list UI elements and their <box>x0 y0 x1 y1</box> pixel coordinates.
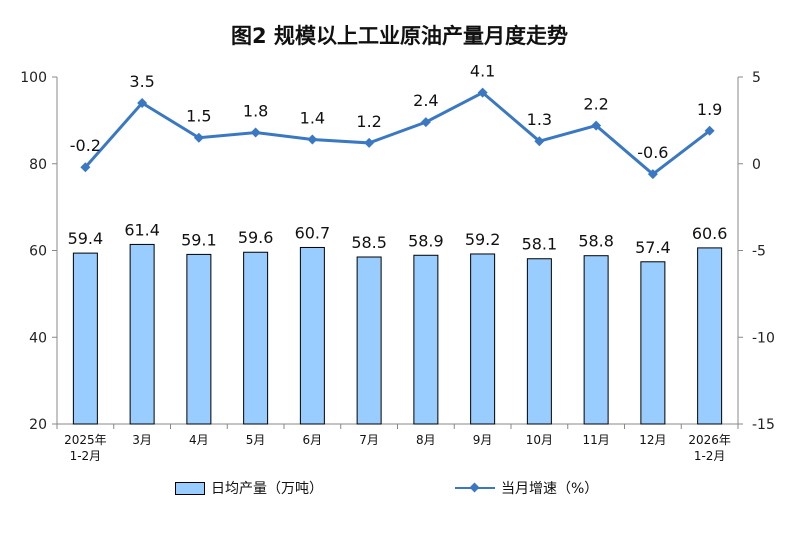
bar <box>356 256 382 425</box>
bar-value-label: 58.5 <box>351 233 387 252</box>
legend-bar-swatch <box>175 481 205 495</box>
line-value-label: 1.3 <box>527 110 552 129</box>
legend-line: 当月增速（%） <box>455 478 598 498</box>
line-path <box>84 90 711 177</box>
line-value-label: 1.9 <box>697 100 722 119</box>
line-point <box>477 87 488 98</box>
bar-value-label: 59.1 <box>181 230 217 249</box>
x-tick-label: 3月 <box>132 433 152 447</box>
bar <box>526 258 552 425</box>
x-tick-label: 11月 <box>582 433 609 447</box>
bars <box>72 243 723 425</box>
bar-value-label: 59.2 <box>465 230 501 249</box>
bar-value-label: 61.4 <box>124 220 160 239</box>
bar <box>697 247 723 425</box>
line-value-label: 2.2 <box>583 95 608 114</box>
bar <box>129 243 155 425</box>
bar <box>186 253 212 425</box>
left-tick-label: 80 <box>29 157 47 173</box>
bar-value-label: 60.6 <box>692 224 728 243</box>
legend-line-label: 当月增速（%） <box>501 481 599 497</box>
bar-labels: 59.4 61.4 59.1 59.6 60.7 58.5 58.9 59.2 58.1 58.8… <box>68 220 728 256</box>
line-point <box>534 136 545 147</box>
left-tick-label: 100 <box>20 70 47 86</box>
bar-value-label: 58.8 <box>578 232 614 251</box>
line-point <box>193 132 204 143</box>
x-tick-label: 7月 <box>359 433 379 447</box>
legend-bar-label: 日均产量（万吨） <box>211 481 323 497</box>
right-tick-label: 5 <box>752 70 761 86</box>
x-tick-label: 10月 <box>526 433 553 447</box>
bar-value-label: 58.9 <box>408 231 444 250</box>
line-point <box>80 162 91 173</box>
line-value-label: 1.4 <box>300 108 325 127</box>
x-tick-label: 9月 <box>473 433 493 447</box>
right-tick-label: -5 <box>752 244 766 260</box>
legend-line-swatch <box>455 482 495 494</box>
line-point <box>591 120 602 131</box>
bar-value-label: 58.1 <box>522 235 558 254</box>
bar <box>583 255 609 425</box>
x-tick-label: 2026年 <box>688 433 731 447</box>
line-point <box>420 117 431 128</box>
line-value-label: -0.6 <box>637 143 668 162</box>
bar-value-label: 57.4 <box>635 238 671 257</box>
left-tick-label: 60 <box>29 244 47 260</box>
right-tick-label: 0 <box>752 157 761 173</box>
bar <box>243 251 269 425</box>
x-tick-label: 5月 <box>246 433 266 447</box>
line-point <box>364 137 375 148</box>
x-tick-label: 2025年 <box>64 433 107 447</box>
x-tick-label: 4月 <box>189 433 209 447</box>
axes: 20 40 60 80 100 -15 -10 -5 0 5 <box>20 70 775 433</box>
line-labels: -0.2 3.5 1.5 1.8 1.4 1.2 2.4 4.1 1.3 2.2 -0.6 1.9 <box>70 62 723 163</box>
line-value-label: 1.2 <box>356 112 381 131</box>
bar <box>413 254 439 425</box>
chart-title: 图2 规模以上工业原油产量月度走势 <box>231 24 568 48</box>
line-point <box>137 98 148 109</box>
x-tick-label: 1-2月 <box>694 449 726 463</box>
right-tick-label: -10 <box>752 330 775 346</box>
line-value-label: 4.1 <box>470 62 495 81</box>
bar <box>72 252 98 425</box>
x-tick-label: 6月 <box>303 433 323 447</box>
line-value-label: 1.8 <box>243 102 268 121</box>
line-point <box>307 134 318 145</box>
legend-bar: 日均产量（万吨） <box>175 478 323 498</box>
x-tick-label: 8月 <box>416 433 436 447</box>
bar-value-label: 59.6 <box>238 228 274 247</box>
x-tick-label: 1-2月 <box>70 449 102 463</box>
line-value-label: 1.5 <box>186 107 211 126</box>
left-tick-label: 20 <box>29 417 47 433</box>
line-value-label: 3.5 <box>129 72 154 91</box>
line-point <box>647 169 658 180</box>
line-value-label: 2.4 <box>413 91 438 110</box>
bar <box>299 246 325 425</box>
bar <box>470 253 496 425</box>
right-tick-label: -15 <box>752 417 775 433</box>
line-series <box>80 87 715 180</box>
line-point <box>250 127 261 138</box>
bar <box>640 261 666 425</box>
x-axis-labels: 2025年 1-2月 3月 4月 5月 6月 7月 8月 9月 10月 11月 12月 2026年 1-2… <box>64 433 731 463</box>
bar-value-label: 60.7 <box>295 223 331 242</box>
line-point <box>704 125 715 136</box>
bar-value-label: 59.4 <box>68 229 104 248</box>
left-tick-label: 40 <box>29 330 47 346</box>
line-value-label: -0.2 <box>70 136 101 155</box>
x-tick-label: 12月 <box>639 433 666 447</box>
